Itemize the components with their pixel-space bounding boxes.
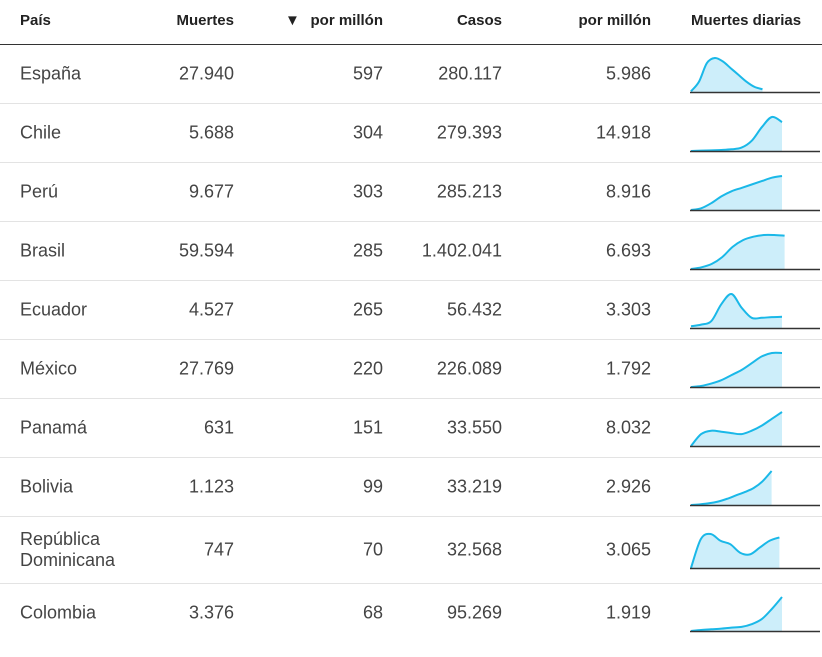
- header-deaths-per-million[interactable]: por millón: [310, 12, 384, 29]
- daily-deaths-sparkline: [690, 115, 820, 153]
- sparkline-line: [690, 532, 780, 569]
- table-header: País Muertes ▼ por millón Casos por mill…: [0, 0, 822, 45]
- sparkline-line: [690, 470, 773, 506]
- sparkline-line: [690, 351, 783, 388]
- country-name: España: [20, 63, 82, 84]
- deaths-per-million-value: 265: [352, 299, 383, 320]
- sparkline-area: [691, 352, 782, 387]
- deaths-per-million-value: 99: [362, 476, 383, 497]
- country-name: Colombia: [20, 602, 97, 623]
- cases-value: 280.117: [438, 63, 502, 84]
- sparkline-area: [691, 597, 782, 631]
- covid-table: País Muertes ▼ por millón Casos por mill…: [0, 0, 822, 642]
- cases-per-million-value: 1.919: [605, 602, 651, 623]
- cases-value: 279.393: [436, 122, 502, 143]
- sparkline-line: [690, 175, 783, 211]
- deaths-value: 5.688: [188, 122, 234, 143]
- daily-deaths-sparkline: [690, 175, 820, 212]
- cases-value: 285.213: [436, 181, 502, 202]
- cases-value: 32.568: [446, 539, 502, 560]
- deaths-per-million-value: 285: [352, 240, 383, 261]
- header-cases-per-million[interactable]: por millón: [578, 12, 652, 29]
- cases-value: 33.219: [446, 476, 502, 497]
- country-name: Chile: [20, 122, 62, 143]
- cases-value: 1.402.041: [421, 240, 502, 261]
- country-name: México: [20, 358, 78, 379]
- country-name: Brasil: [20, 240, 66, 261]
- cases-per-million-value: 6.693: [605, 240, 651, 261]
- deaths-value: 1.123: [188, 476, 234, 497]
- table-row: Bolivia 1.123 99 33.219 2.926: [0, 458, 822, 517]
- header-country[interactable]: País: [20, 12, 51, 29]
- daily-deaths-sparkline: [690, 411, 820, 448]
- table-row: México 27.769 220 226.089 1.792: [0, 340, 822, 399]
- country-name: República Dominicana: [20, 529, 116, 570]
- daily-deaths-sparkline: [690, 351, 820, 389]
- table-row: Brasil 59.594 285 1.402.041 6.693: [0, 222, 822, 281]
- deaths-per-million-value: 304: [352, 122, 383, 143]
- daily-deaths-sparkline: [690, 596, 820, 633]
- cases-per-million-value: 14.918: [595, 122, 651, 143]
- deaths-per-million-value: 68: [362, 602, 383, 623]
- header-deaths[interactable]: Muertes: [176, 12, 234, 29]
- sparkline-area: [691, 471, 772, 505]
- sparkline-area: [691, 176, 782, 210]
- sparkline-line: [690, 115, 783, 152]
- deaths-value: 27.940: [178, 63, 234, 84]
- daily-deaths-sparkline: [690, 470, 820, 507]
- table-row: República Dominicana 747 70 32.568 3.065: [0, 517, 822, 584]
- sparkline-area: [691, 116, 782, 151]
- cases-value: 95.269: [446, 602, 502, 623]
- sparkline-line: [690, 293, 783, 328]
- sparkline-line: [690, 411, 783, 447]
- table-body: España 27.940 597 280.117 5.986 Chile 5.688 304…: [0, 45, 822, 642]
- daily-deaths-sparkline: [690, 233, 820, 271]
- deaths-per-million-value: 151: [352, 417, 383, 438]
- deaths-value: 631: [203, 417, 234, 438]
- header-daily-deaths[interactable]: Muertes diarias: [691, 12, 802, 29]
- sparkline-area: [691, 533, 780, 568]
- deaths-value: 3.376: [188, 602, 234, 623]
- sparkline-line: [690, 596, 783, 632]
- daily-deaths-sparkline: [690, 293, 820, 330]
- table-row: Perú 9.677 303 285.213 8.916: [0, 163, 822, 222]
- cases-per-million-value: 5.986: [605, 63, 651, 84]
- deaths-per-million-value: 70: [362, 539, 383, 560]
- cases-per-million-value: 8.916: [605, 181, 651, 202]
- sparkline-area: [691, 234, 785, 269]
- deaths-value: 4.527: [188, 299, 234, 320]
- cases-per-million-value: 3.303: [605, 299, 651, 320]
- table-row: Panamá 631 151 33.550 8.032: [0, 399, 822, 458]
- country-name: Perú: [20, 181, 59, 202]
- sort-desc-icon: ▼: [285, 12, 300, 29]
- deaths-value: 9.677: [188, 181, 234, 202]
- deaths-per-million-value: 303: [352, 181, 383, 202]
- daily-deaths-sparkline: [690, 56, 820, 94]
- table-row: España 27.940 597 280.117 5.986: [0, 45, 822, 104]
- sparkline-area: [691, 412, 782, 446]
- cases-value: 33.550: [446, 417, 502, 438]
- deaths-value: 59.594: [178, 240, 234, 261]
- country-name: Panamá: [20, 417, 88, 438]
- cases-per-million-value: 2.926: [605, 476, 651, 497]
- daily-deaths-sparkline: [690, 532, 820, 570]
- header-cases[interactable]: Casos: [456, 12, 502, 29]
- cases-value: 226.089: [436, 358, 502, 379]
- deaths-per-million-value: 220: [352, 358, 383, 379]
- country-name: Bolivia: [20, 476, 74, 497]
- table-row: Ecuador 4.527 265 56.432 3.303: [0, 281, 822, 340]
- cases-per-million-value: 8.032: [605, 417, 651, 438]
- country-name: Ecuador: [20, 299, 88, 320]
- table-row: Colombia 3.376 68 95.269 1.919: [0, 584, 822, 642]
- sparkline-line: [690, 233, 785, 270]
- sparkline-line: [690, 56, 763, 92]
- table-row: Chile 5.688 304 279.393 14.918: [0, 104, 822, 163]
- deaths-per-million-value: 597: [352, 63, 383, 84]
- sparkline-area: [691, 57, 763, 92]
- cases-per-million-value: 3.065: [605, 539, 651, 560]
- deaths-value: 747: [203, 539, 234, 560]
- cases-per-million-value: 1.792: [605, 358, 651, 379]
- deaths-value: 27.769: [178, 358, 234, 379]
- cases-value: 56.432: [446, 299, 502, 320]
